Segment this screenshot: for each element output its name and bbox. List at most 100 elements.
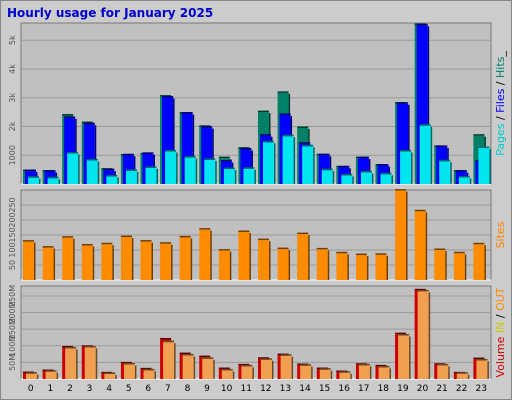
bar-shadow-top [179, 235, 191, 238]
x-tick-label: 7 [165, 384, 171, 394]
bar-sites [473, 242, 486, 280]
bar-shadow-right [313, 147, 315, 184]
bar-files [201, 126, 214, 184]
bar-shadow-right [428, 292, 431, 379]
bar-out [163, 340, 176, 379]
bar-body [140, 241, 152, 280]
panel-side-label: Pages / Files / Hits_ [494, 51, 507, 156]
bar-shadow-right [406, 191, 408, 280]
bar-files [397, 102, 410, 184]
tick-label: 250M [8, 285, 17, 307]
bar-shadow-top [280, 354, 292, 356]
bar-body [398, 335, 410, 379]
bar-shadow-top [395, 332, 407, 335]
bar-shadow-top [458, 175, 470, 178]
bar-shadow-right [234, 170, 237, 184]
x-tick-label: 5 [126, 384, 132, 394]
side-label-part: Pages [494, 123, 507, 156]
bar-shadow-right [408, 104, 410, 184]
bar-shadow-right [151, 242, 153, 280]
bar-body [104, 374, 116, 379]
bar-shadow-top [184, 156, 196, 158]
x-tick-label: 18 [378, 384, 390, 394]
bar-shadow-top [238, 363, 250, 366]
bar-shadow-right [430, 126, 433, 184]
bar-body [380, 174, 392, 184]
bar-shadow-top [182, 353, 194, 356]
bar-shadow-top [238, 147, 250, 149]
bar-shadow-top [243, 167, 255, 169]
bar-shadow-top [436, 145, 448, 147]
bar-out [319, 368, 333, 379]
bar-out [456, 372, 470, 379]
bar-pages [360, 171, 374, 184]
bar-shadow-right [56, 372, 59, 379]
bar-pages [204, 158, 217, 184]
bar-shadow-right [308, 235, 310, 280]
bar-body [355, 255, 367, 280]
bar-sites [316, 247, 330, 280]
bar-shadow-top [437, 363, 449, 366]
bar-shadow-right [173, 98, 175, 184]
bar-body [473, 244, 485, 280]
bar-shadow-top [62, 345, 74, 348]
bar-out [339, 371, 352, 379]
bar-shadow-top [416, 23, 428, 26]
bar-body [336, 253, 348, 280]
bar-shadow-right [487, 361, 489, 379]
bar-shadow-top [202, 357, 214, 359]
bar-shadow-top [47, 176, 59, 179]
bar-shadow-top [86, 158, 98, 161]
bar-pages [302, 144, 315, 184]
bar-pages [145, 166, 158, 184]
bar-body [240, 149, 252, 184]
bar-shadow-right [176, 152, 178, 184]
bar-out [398, 333, 411, 379]
x-tick-label: 23 [475, 384, 486, 394]
bar-sites [199, 228, 212, 280]
bar-shadow-top [201, 126, 213, 128]
bar-shadow-top [260, 134, 271, 136]
bar-shadow-right [347, 254, 349, 280]
bar-shadow-right [92, 246, 95, 280]
bar-shadow-right [174, 343, 176, 379]
bar-out [26, 372, 39, 379]
tick-label: 150M [8, 318, 17, 340]
bar-body [81, 245, 93, 280]
bar-body [106, 176, 118, 184]
bar-shadow-right [195, 158, 198, 184]
bar-shadow-top [439, 159, 451, 162]
bar-shadow-top [380, 172, 392, 175]
side-label-part: Files [494, 88, 507, 112]
bar-shadow-right [293, 137, 296, 184]
bar-shadow-top [375, 253, 387, 255]
bar-shadow-top [378, 365, 390, 368]
bar-shadow-right [489, 149, 491, 184]
bar-out [300, 364, 313, 379]
bar-shadow-top [473, 134, 485, 136]
bar-out [143, 368, 156, 379]
x-tick-label: 10 [221, 384, 233, 394]
bar-shadow-top [339, 371, 351, 373]
bar-shadow-right [134, 365, 137, 379]
bar-files [416, 23, 430, 184]
bar-body [358, 365, 370, 379]
bar-shadow-top [397, 102, 409, 104]
tick-label: 3k [8, 93, 17, 103]
bar-shadow-top [65, 346, 77, 349]
bar-shadow-right [450, 162, 452, 184]
bar-shadow-top [297, 126, 309, 128]
x-tick-label: 2 [67, 384, 73, 394]
bar-shadow-right [391, 175, 393, 184]
bar-out [45, 370, 59, 379]
bar-body [145, 167, 157, 184]
bar-shadow-top [120, 361, 132, 364]
bar-shadow-right [213, 359, 215, 379]
x-tick-label: 1 [48, 384, 54, 394]
bar-shadow-right [210, 230, 212, 280]
bar-out [123, 362, 137, 379]
bar-shadow-right [34, 242, 36, 280]
bar-shadow-top [338, 165, 350, 168]
bar-shadow-right [39, 178, 41, 184]
bar-shadow-top [375, 364, 387, 367]
